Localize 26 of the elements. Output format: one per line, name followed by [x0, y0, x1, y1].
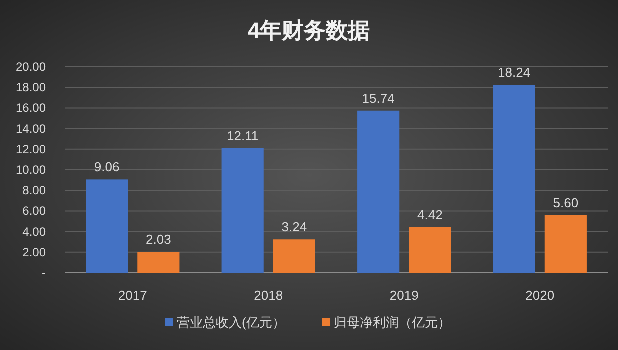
data-label: 12.11 — [227, 128, 259, 144]
y-tick-label: 16.00 — [16, 101, 46, 116]
data-label: 3.24 — [282, 220, 308, 235]
data-label: 9.06 — [94, 160, 120, 175]
y-tick-label: - — [42, 266, 46, 280]
data-label: 5.60 — [553, 195, 579, 210]
y-tick-label: 10.00 — [16, 163, 46, 177]
y-tick-label: 2.00 — [22, 245, 46, 260]
y-tick-label: 14.00 — [16, 122, 46, 136]
y-tick-label: 4.00 — [22, 224, 46, 239]
legend-label: 营业总收入(亿元） — [177, 315, 286, 330]
data-label: 15.74 — [362, 90, 395, 106]
data-label: 2.03 — [146, 232, 172, 248]
data-label: 4.42 — [418, 207, 443, 222]
chart-title: 4年财务数据 — [248, 18, 370, 43]
x-tick-label: 2020 — [526, 288, 555, 303]
x-tick-label: 2018 — [254, 288, 284, 303]
data-label: 18.24 — [498, 65, 531, 80]
x-tick-label: 2019 — [390, 288, 419, 303]
y-tick-label: 12.00 — [16, 142, 46, 156]
x-tick-label: 2017 — [118, 288, 148, 303]
legend-label: 归母净利润（亿元） — [334, 315, 451, 330]
y-tick-label: 18.00 — [16, 80, 46, 95]
y-tick-label: 20.00 — [16, 60, 46, 74]
y-tick-label: 6.00 — [22, 204, 46, 218]
y-tick-label: 8.00 — [22, 184, 46, 198]
